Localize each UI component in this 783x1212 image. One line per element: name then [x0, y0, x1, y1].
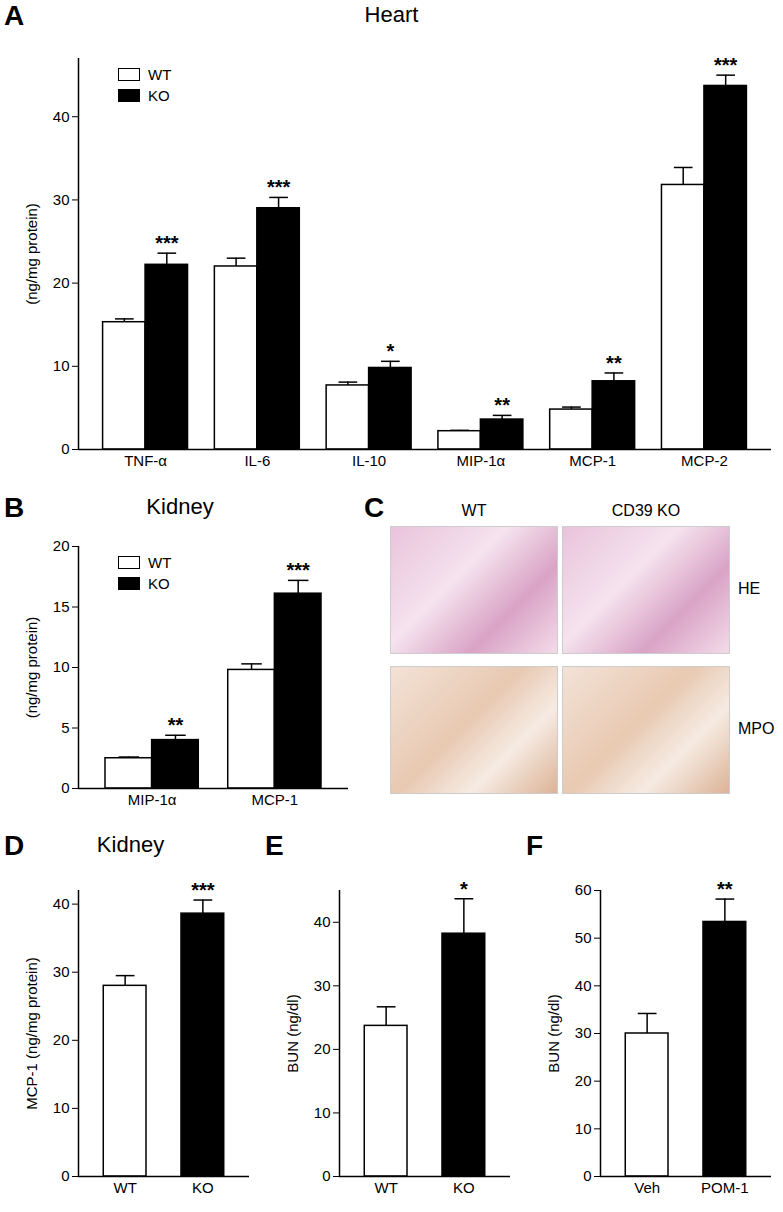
svg-text:MIP-1α: MIP-1α [128, 791, 177, 808]
html-text:KO: KO [148, 87, 170, 104]
html-text:C: C [364, 492, 385, 523]
svg-text:15: 15 [53, 598, 70, 615]
svg-text:**: ** [494, 394, 510, 416]
svg-text:POM-1: POM-1 [701, 1179, 749, 1196]
svg-text:**: ** [168, 714, 184, 736]
html-text:WT: WT [148, 554, 172, 571]
svg-text:0: 0 [583, 1167, 591, 1184]
svg-text:**: ** [606, 352, 622, 374]
html-text:MPO: MPO [738, 720, 775, 737]
svg-text:60: 60 [575, 881, 592, 898]
svg-text:30: 30 [53, 191, 70, 208]
svg-text:30: 30 [314, 977, 331, 994]
svg-text:BUN (ng/dl): BUN (ng/dl) [545, 994, 562, 1072]
svg-text:***: *** [287, 559, 311, 581]
svg-text:IL-6: IL-6 [244, 452, 270, 469]
svg-text:**: ** [717, 878, 733, 900]
svg-text:(ng/mg protein): (ng/mg protein) [23, 617, 40, 719]
html-text:D: D [4, 830, 25, 861]
svg-text:20: 20 [53, 1031, 70, 1048]
svg-text:50: 50 [575, 929, 592, 946]
svg-text:10: 10 [53, 658, 70, 675]
svg-text:BUN (ng/dl): BUN (ng/dl) [284, 994, 301, 1072]
svg-text:MCP-1 (ng/mg protein): MCP-1 (ng/mg protein) [23, 957, 40, 1110]
svg-text:MCP-1: MCP-1 [569, 452, 616, 469]
svg-text:10: 10 [575, 1120, 592, 1137]
html-text:F: F [526, 830, 544, 861]
svg-text:20: 20 [53, 537, 70, 554]
svg-text:40: 40 [53, 895, 70, 912]
html-text:Heart: Heart [364, 2, 419, 27]
svg-text:10: 10 [53, 357, 70, 374]
html-text:CD39 KO: CD39 KO [611, 502, 681, 519]
svg-text:0: 0 [61, 779, 69, 796]
html-text:KO: KO [148, 575, 170, 592]
svg-text:40: 40 [53, 108, 70, 125]
html-text:B: B [4, 492, 25, 523]
svg-text:10: 10 [53, 1099, 70, 1116]
svg-text:10: 10 [314, 1104, 331, 1121]
svg-text:20: 20 [575, 1072, 592, 1089]
svg-text:KO: KO [192, 1179, 214, 1196]
html-text:WT: WT [461, 502, 487, 519]
html-text:E: E [265, 830, 284, 861]
svg-text:***: *** [155, 232, 179, 254]
svg-text:MCP-2: MCP-2 [681, 452, 728, 469]
svg-text:0: 0 [61, 440, 69, 457]
svg-text:MCP-1: MCP-1 [252, 791, 299, 808]
html-text:Kidney: Kidney [96, 832, 165, 857]
svg-text:40: 40 [314, 913, 331, 930]
svg-text:***: *** [267, 176, 291, 198]
svg-text:WT: WT [113, 1179, 136, 1196]
html-text:HE: HE [738, 580, 761, 597]
svg-text:***: *** [714, 54, 738, 76]
svg-text:30: 30 [575, 1024, 592, 1041]
svg-text:KO: KO [453, 1179, 475, 1196]
svg-text:WT: WT [374, 1179, 397, 1196]
html-text:WT: WT [148, 66, 172, 83]
svg-text:TNF-α: TNF-α [124, 452, 167, 469]
svg-text:MIP-1α: MIP-1α [457, 452, 506, 469]
svg-text:IL-10: IL-10 [352, 452, 386, 469]
svg-text:0: 0 [61, 1167, 69, 1184]
svg-text:*: * [386, 340, 394, 362]
html-text:Kidney: Kidney [146, 494, 214, 519]
svg-text:20: 20 [314, 1040, 331, 1057]
svg-text:5: 5 [61, 719, 69, 736]
html-text:A: A [4, 0, 25, 31]
svg-text:(ng/mg protein): (ng/mg protein) [23, 203, 40, 305]
svg-text:***: *** [191, 879, 215, 901]
svg-text:30: 30 [53, 963, 70, 980]
svg-text:0: 0 [322, 1167, 330, 1184]
svg-text:Veh: Veh [634, 1179, 660, 1196]
svg-text:20: 20 [53, 274, 70, 291]
svg-text:40: 40 [575, 977, 592, 994]
svg-text:*: * [460, 878, 468, 900]
